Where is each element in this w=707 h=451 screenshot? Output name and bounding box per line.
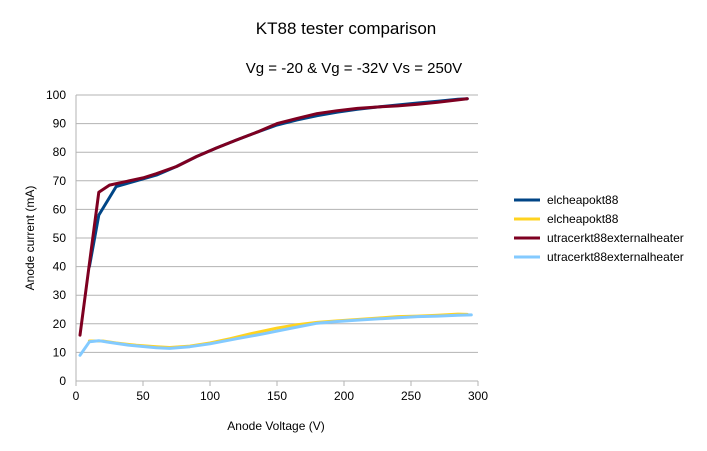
- series-line-3: [78, 97, 469, 337]
- y-tick-label: 40: [53, 260, 67, 274]
- x-tick-label: 0: [73, 389, 80, 403]
- plot-area: 0 10 20 30 40 50 60 70 80 90 100 0 50 100 150 200 250 300: [46, 88, 488, 403]
- legend-label: elcheapokt88: [547, 193, 619, 207]
- y-tick-label: 60: [53, 202, 67, 216]
- x-tick-label: 50: [136, 389, 150, 403]
- y-tick-label: 0: [59, 374, 66, 388]
- x-tick-label: 200: [334, 389, 354, 403]
- legend-label: utracerkt88externalheater: [547, 231, 684, 245]
- y-tick-label: 10: [53, 345, 67, 359]
- x-tick-label: 150: [267, 389, 287, 403]
- y-tick-label: 100: [46, 88, 66, 102]
- legend: elcheapokt88 elcheapokt88 utracerkt88exter…: [514, 193, 684, 264]
- y-tick-label: 30: [53, 288, 67, 302]
- x-axis-label: Anode Voltage (V): [227, 419, 324, 433]
- y-tick-label: 70: [53, 174, 67, 188]
- y-tick-label: 20: [53, 317, 67, 331]
- x-tick-label: 300: [468, 389, 488, 403]
- y-tick-label: 50: [53, 231, 67, 245]
- y-axis-label: Anode current (mA): [23, 186, 37, 291]
- chart-subtitle: Vg = -20 & Vg = -32V Vs = 250V: [246, 60, 462, 77]
- series-line-4: [78, 313, 473, 357]
- x-tick-label: 100: [200, 389, 220, 403]
- y-tick-label: 80: [53, 145, 67, 159]
- y-tick-label: 90: [53, 117, 67, 131]
- legend-label: elcheapokt88: [547, 212, 619, 226]
- x-tick-label: 250: [401, 389, 421, 403]
- chart-title: KT88 tester comparison: [256, 19, 436, 38]
- legend-label: utracerkt88externalheater: [547, 250, 684, 264]
